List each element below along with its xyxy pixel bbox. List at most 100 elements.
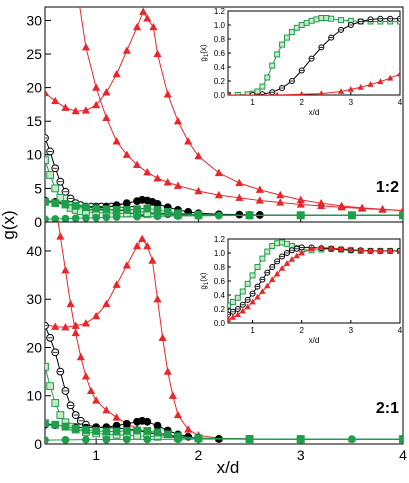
top-main-series-1-point [81,43,90,51]
top-main-ytick-label: 15 [26,113,42,129]
top-main-series-1-point [255,196,264,204]
bottom-inset-series-2-point [377,247,384,254]
bottom-main-ytick-label: 30 [26,291,42,307]
top-inset-series-2-point [318,90,324,95]
bottom-main-series-0-point [143,241,152,250]
top-main-series-6-point [194,211,203,220]
top-main-ytick-label: 20 [26,80,42,96]
bottom-main-series-3-point [143,417,152,426]
top-main-series-4-point [45,156,49,165]
bottom-inset-series-0-point [264,248,271,255]
top-main-series-6-point [102,213,111,222]
top-inset-series-0-point [397,18,400,25]
bottom-main-series-0-point [153,294,162,303]
bottom-inset-series-2-point [244,303,251,310]
top-inset: 1 2 3 4 0.0 0.2 0.4 0.6 0.8 1.0 1.2 g1(x) x/d [199,7,403,117]
top-main-series-5-point [51,199,60,208]
top-inset-series-2-point [386,74,394,81]
top-main-series-1-point [214,190,223,199]
top-main-series-1-point [132,160,142,169]
top-main-series-4-point [51,184,60,193]
bottom-ratio-label: 2:1 [376,400,399,417]
top-inset-series-0-point [293,24,300,31]
top-inset-series-0-point [279,41,286,48]
top-inset-xlabel: x/d [309,108,320,117]
bottom-inset-series-2-point [239,307,246,314]
bottom-inset-series-0-point [259,255,266,262]
top-main-series-6-point [296,211,305,220]
top-main-series-1-point [378,205,387,213]
bottom-inset-series-2-point [269,276,276,283]
top-inset-series-2-point [367,81,374,87]
top-inset-series-2-point [228,91,230,95]
top-main-series-0-line [45,10,403,212]
bottom-main-series-0-point [158,333,167,341]
bottom-main-series-1-point [81,372,90,380]
top-main-series-6-point [153,212,162,221]
top-inset-series-0-point [288,29,295,35]
bottom-main-series-1-point [71,328,80,337]
bottom-inset-series-2-point [396,248,400,255]
bottom-inset-ytick-label: 0.4 [214,291,226,300]
top-inset-series-2-point [347,86,355,92]
bottom-inset-series-2-point [278,265,286,271]
bottom-main-series-0-point [81,319,90,327]
top-main-series-1-point [153,174,162,182]
bottom-main-series-0-point [173,410,183,419]
bottom-main-series-0-point [51,322,60,330]
bottom-main-series-3-point [122,419,131,428]
top-main-series-0-point [194,151,203,160]
top-main-series-6-point [347,211,356,220]
bottom-main-series-0-point [148,256,157,264]
bottom-main-series-5-point [71,424,80,433]
bottom-main-series-4-point [46,382,55,390]
top-main-series-1-point [317,201,326,209]
bottom-inset-series-2-point [283,260,291,266]
bottom-main-series-0-point [163,367,172,375]
top-inset-xtick-label: 1 [250,98,255,107]
top-inset-series-0-point [234,92,241,95]
bottom-main-series-6-point [82,435,90,444]
top-main-series-5-point [45,197,49,206]
bottom-inset-xtick-label: 4 [398,326,403,335]
top-main-series-1-point [358,204,367,212]
top-inset-series-0-point [254,88,261,95]
bottom-inset: 1 2 3 4 0.0 0.2 0.4 0.6 0.8 1.0 1.2 g1(x) x/d [199,235,403,345]
bottom-main-series-group [45,222,403,444]
bottom-inset-xtick-label: 2 [299,326,304,335]
top-main-series-3-point [122,199,131,208]
bottom-main-xtick-label: 2 [195,447,203,463]
top-main-series-0-point [235,178,244,187]
top-main-series-0-point [184,137,193,145]
bottom-main-ytick-label: 20 [26,339,42,355]
top-inset-series-0-point [303,19,310,26]
bottom-main-series-0-point [132,241,142,250]
bottom-main-series-5-point [45,419,49,428]
bottom-inset-series-0-point [239,288,246,295]
top-inset-series-0-point [264,74,271,81]
bottom-main-xtick-label: 4 [399,447,407,463]
top-main-series-0-point [153,49,162,58]
bottom-main-xtick-label: 1 [92,447,100,463]
top-inset-series-2-point [299,90,304,95]
top-main-series-6-point [82,214,90,222]
bottom-main-series-6-point [296,435,305,444]
top-main-series-1-point [122,150,131,158]
top-inset-series-0-point [269,62,276,69]
top-main-series-1-point [235,193,244,201]
bottom-inset-series-0-point [269,243,276,249]
top-main-series-1-point [194,186,203,195]
bottom-inset-series-2-point [308,245,315,252]
bottom-inset-series-2-point [264,282,271,289]
bottom-inset-series-2-point [318,244,325,250]
top-main-series-6-point [61,214,70,222]
top-main-series-0-point [122,46,131,54]
top-inset-series-2-point [377,78,384,85]
top-main-series-1-point [276,198,285,206]
top-main-series-3-point [235,210,244,219]
bottom-inset-series-2-point [357,246,364,253]
bottom-main-series-6-point [45,436,49,444]
bottom-inset-ylabel: g1(x) [199,272,210,289]
bottom-inset-series-2-point [293,252,300,259]
bottom-inset-xtick-label: 3 [349,326,354,335]
